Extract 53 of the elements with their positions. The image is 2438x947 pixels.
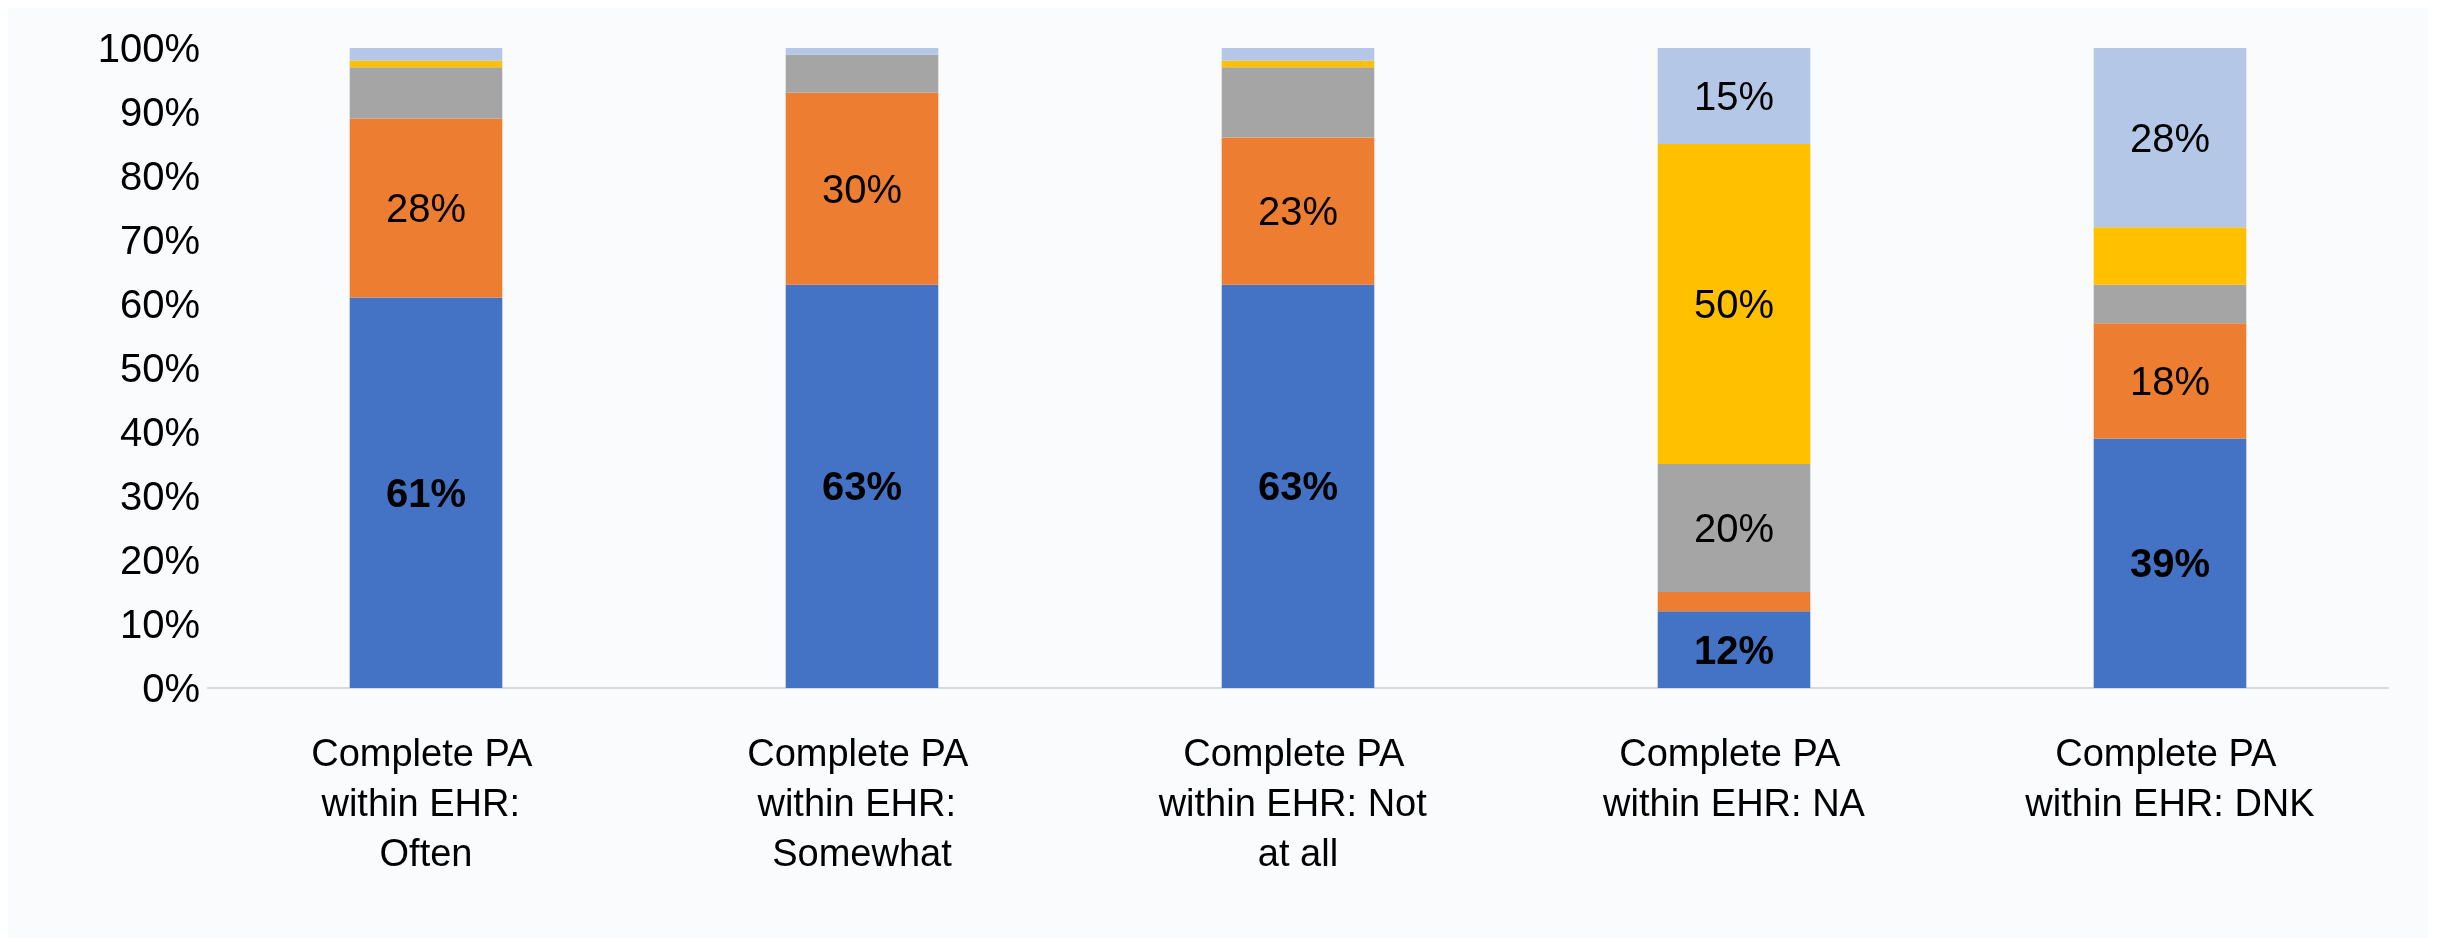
- data-label: 30%: [821, 166, 903, 211]
- bar: [1657, 144, 1811, 464]
- y-tick-label: 100%: [97, 26, 200, 70]
- data-label: 15%: [1693, 74, 1775, 118]
- data-label: 18%: [2129, 358, 2211, 403]
- bar: [349, 118, 503, 298]
- bar: [785, 92, 939, 285]
- data-label: 28%: [2129, 115, 2211, 160]
- bar: [1657, 611, 1811, 688]
- y-tick-label: 40%: [119, 410, 200, 454]
- bar: [785, 284, 939, 688]
- bar: [349, 67, 503, 119]
- y-tick-label: 0%: [142, 666, 200, 710]
- data-label: 12%: [1693, 627, 1775, 672]
- bar: [1657, 48, 1811, 144]
- bar: [2093, 227, 2247, 285]
- y-tick-label: 70%: [119, 218, 200, 262]
- x-tick-label: Complete PA within EHR: Not at all: [1157, 732, 1438, 874]
- data-label: 50%: [1693, 282, 1775, 326]
- bar: [349, 48, 503, 61]
- data-label: 20%: [1693, 506, 1775, 550]
- bar: [349, 60, 503, 68]
- data-label: 63%: [821, 464, 903, 509]
- y-tick-label: 80%: [119, 154, 200, 198]
- bar: [1221, 60, 1375, 68]
- bar: [2093, 438, 2247, 688]
- bar: [2093, 323, 2247, 439]
- bar: [349, 297, 503, 688]
- data-label: 28%: [385, 186, 467, 230]
- bar: [1657, 592, 1811, 612]
- x-tick-label: Complete PA within EHR: Somewhat: [747, 732, 977, 874]
- y-tick-label: 60%: [119, 282, 200, 326]
- bar: [1657, 464, 1811, 592]
- data-label: 63%: [1257, 464, 1339, 509]
- y-tick-label: 30%: [119, 474, 200, 518]
- x-tick-label: Complete PA within EHR: NA: [1602, 732, 1866, 824]
- y-tick-label: 90%: [119, 90, 200, 134]
- x-tick-label: Complete PA within EHR: Often: [311, 732, 541, 874]
- data-label: 61%: [385, 470, 467, 515]
- bar: [785, 48, 939, 55]
- bar: [1221, 67, 1375, 138]
- y-tick-label: 20%: [119, 538, 200, 582]
- bar: [2093, 284, 2247, 324]
- bar: [1221, 284, 1375, 688]
- bar: [2093, 48, 2247, 228]
- x-tick-label: Complete PA within EHR: DNK: [2024, 732, 2315, 824]
- data-label: 23%: [1257, 189, 1339, 234]
- bar: [785, 54, 939, 93]
- bar: [1221, 137, 1375, 285]
- y-tick-label: 10%: [119, 602, 200, 646]
- bar: [1221, 48, 1375, 61]
- y-tick-label: 50%: [119, 346, 200, 390]
- data-label: 39%: [2129, 541, 2211, 586]
